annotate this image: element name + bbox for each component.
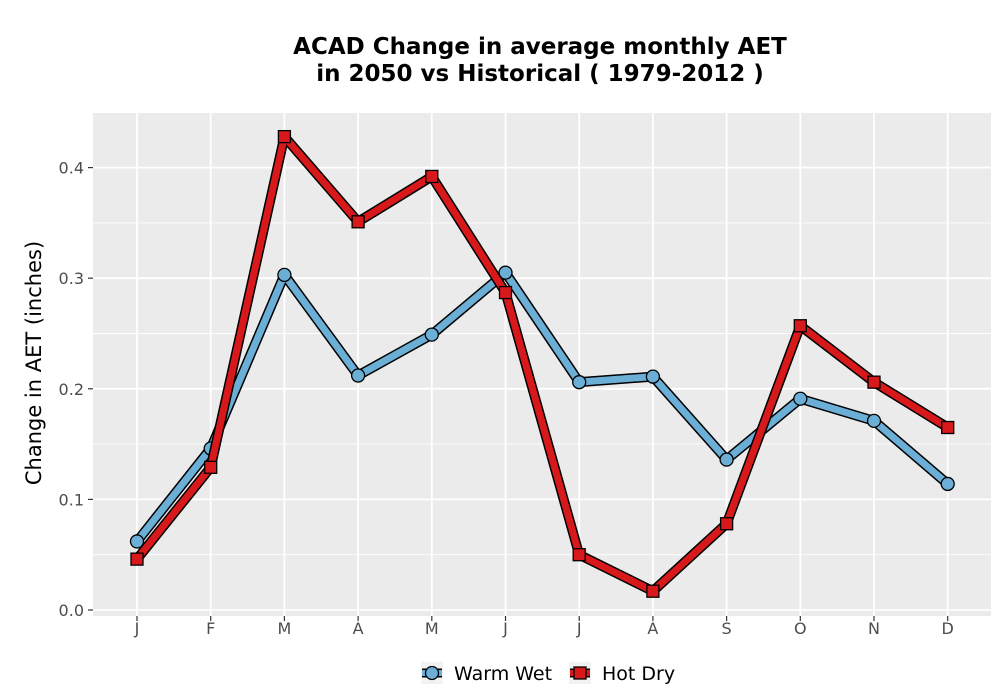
legend-key-marker [573, 666, 587, 680]
x-tick-label: D [942, 619, 954, 638]
x-tick-label: F [206, 619, 215, 638]
legend-item-0: Warm Wet [421, 662, 552, 685]
data-point [572, 548, 586, 562]
y-tick-label: 0.0 [59, 601, 84, 620]
x-tick-label: A [353, 619, 364, 638]
data-point [425, 169, 439, 184]
data-point [793, 319, 807, 333]
x-tick-label: N [868, 619, 880, 638]
legend-key-marker [424, 665, 440, 681]
y-axis-ticks: 0.0 0.1 0.2 0.3 0.4 [59, 159, 93, 620]
x-tick-label: M [425, 619, 439, 638]
chart-title-line-1: ACAD Change in average monthly AET [293, 34, 787, 60]
data-point [719, 452, 734, 467]
series-line [133, 269, 952, 545]
chart-title: ACAD Change in average monthly AET in 20… [293, 34, 787, 87]
chart-title-line-2: in 2050 vs Historical ( 1979-2012 ) [316, 61, 763, 87]
data-point [572, 375, 587, 390]
data-point [941, 420, 955, 435]
data-point [277, 267, 292, 283]
data-point [645, 369, 661, 384]
y-tick-label: 0.1 [59, 490, 84, 509]
data-point [204, 460, 218, 474]
data-point [793, 391, 808, 406]
legend-label: Warm Wet [454, 663, 552, 685]
series-layer [129, 129, 955, 598]
x-tick-label: S [722, 619, 732, 638]
x-tick-label: M [277, 619, 291, 638]
x-tick-label: J [134, 619, 140, 638]
data-point [129, 534, 145, 549]
legend-label: Hot Dry [602, 663, 675, 685]
data-point [646, 584, 660, 598]
series-line [133, 133, 952, 595]
data-point [940, 476, 955, 492]
y-tick-label: 0.3 [59, 269, 84, 288]
data-point [350, 368, 366, 383]
y-tick-label: 0.4 [59, 159, 84, 178]
data-point [498, 265, 513, 280]
x-tick-label: O [794, 619, 807, 638]
data-point [866, 413, 882, 429]
legend-item-1: Hot Dry [569, 662, 675, 685]
data-point [277, 129, 292, 144]
data-point [867, 375, 881, 389]
series-1 [130, 129, 955, 598]
data-point [498, 285, 513, 300]
x-tick-label: A [647, 619, 658, 638]
x-tick-label: J [576, 619, 582, 638]
data-point [424, 327, 439, 342]
data-point [351, 215, 365, 229]
y-axis-title: Change in AET (inches) [22, 241, 46, 485]
data-point [130, 552, 144, 566]
legend: Warm Wet Hot Dry [421, 662, 675, 685]
x-tick-label: J [502, 619, 508, 638]
y-tick-label: 0.2 [59, 380, 84, 399]
series-0 [129, 265, 955, 549]
data-point [719, 517, 734, 531]
